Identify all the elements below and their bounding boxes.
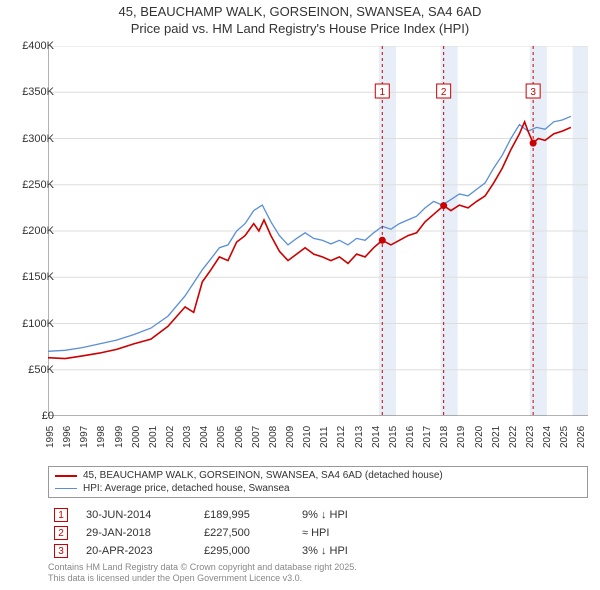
- y-tick-label: £400K: [10, 40, 54, 52]
- legend: 45, BEAUCHAMP WALK, GORSEINON, SWANSEA, …: [48, 466, 588, 498]
- legend-swatch: [55, 475, 77, 477]
- y-tick-label: £150K: [10, 271, 54, 283]
- marker-table: 1 30-JUN-2014 £189,995 9% ↓ HPI 2 29-JAN…: [48, 504, 588, 562]
- table-row: 2 29-JAN-2018 £227,500 ≈ HPI: [48, 526, 588, 540]
- table-row: 3 20-APR-2023 £295,000 3% ↓ HPI: [48, 544, 588, 558]
- chart-svg: 1 2 3: [48, 46, 588, 416]
- marker-date: 20-APR-2023: [86, 545, 186, 557]
- x-tick-label: 2022: [508, 426, 519, 448]
- title-line-1: 45, BEAUCHAMP WALK, GORSEINON, SWANSEA, …: [0, 4, 600, 21]
- x-tick-label: 2007: [251, 426, 262, 448]
- marker-price: £189,995: [204, 509, 284, 521]
- x-tick-label: 2023: [525, 426, 536, 448]
- marker-price: £295,000: [204, 545, 284, 557]
- x-tick-label: 2014: [371, 426, 382, 448]
- x-tick-label: 2020: [474, 426, 485, 448]
- svg-text:1: 1: [380, 87, 386, 98]
- x-tick-label: 2004: [199, 426, 210, 448]
- x-tick-label: 2026: [576, 426, 587, 448]
- x-tick-label: 2025: [559, 426, 570, 448]
- marker-delta: 3% ↓ HPI: [302, 545, 402, 557]
- x-tick-label: 2005: [216, 426, 227, 448]
- x-tick-label: 2024: [542, 426, 553, 448]
- x-tick-label: 2003: [182, 426, 193, 448]
- x-tick-label: 2019: [456, 426, 467, 448]
- x-tick-label: 2015: [388, 426, 399, 448]
- x-tick-label: 2002: [165, 426, 176, 448]
- footer: Contains HM Land Registry data © Crown c…: [48, 562, 588, 584]
- marker-badge: 1: [54, 508, 68, 522]
- y-tick-label: £0: [10, 410, 54, 422]
- svg-text:2: 2: [441, 87, 447, 98]
- table-row: 1 30-JUN-2014 £189,995 9% ↓ HPI: [48, 508, 588, 522]
- y-tick-label: £350K: [10, 86, 54, 98]
- legend-label: 45, BEAUCHAMP WALK, GORSEINON, SWANSEA, …: [83, 470, 443, 481]
- x-tick-label: 1995: [45, 426, 56, 448]
- x-tick-label: 2016: [405, 426, 416, 448]
- marker-delta: ≈ HPI: [302, 527, 402, 539]
- legend-label: HPI: Average price, detached house, Swan…: [83, 483, 290, 494]
- y-tick-label: £200K: [10, 225, 54, 237]
- marker-badge: 2: [54, 526, 68, 540]
- legend-item: HPI: Average price, detached house, Swan…: [55, 483, 581, 494]
- chart-container: 45, BEAUCHAMP WALK, GORSEINON, SWANSEA, …: [0, 0, 600, 590]
- x-tick-label: 1999: [114, 426, 125, 448]
- chart-plot-area: 1 2 3: [48, 46, 588, 416]
- footer-line-1: Contains HM Land Registry data © Crown c…: [48, 562, 588, 573]
- y-tick-label: £250K: [10, 179, 54, 191]
- x-tick-label: 1996: [62, 426, 73, 448]
- x-tick-label: 2009: [285, 426, 296, 448]
- x-tick-label: 2001: [148, 426, 159, 448]
- marker-date: 29-JAN-2018: [86, 527, 186, 539]
- x-tick-label: 2021: [491, 426, 502, 448]
- marker-price: £227,500: [204, 527, 284, 539]
- chart-title: 45, BEAUCHAMP WALK, GORSEINON, SWANSEA, …: [0, 0, 600, 38]
- x-tick-label: 2006: [234, 426, 245, 448]
- x-tick-label: 2018: [439, 426, 450, 448]
- footer-line-2: This data is licensed under the Open Gov…: [48, 573, 588, 584]
- x-tick-label: 2011: [319, 426, 330, 448]
- legend-swatch: [55, 488, 77, 489]
- x-tick-label: 1997: [79, 426, 90, 448]
- x-tick-label: 1998: [96, 426, 107, 448]
- x-tick-label: 2013: [354, 426, 365, 448]
- svg-text:3: 3: [530, 87, 536, 98]
- title-line-2: Price paid vs. HM Land Registry's House …: [0, 21, 600, 38]
- marker-date: 30-JUN-2014: [86, 509, 186, 521]
- marker-delta: 9% ↓ HPI: [302, 509, 402, 521]
- legend-item: 45, BEAUCHAMP WALK, GORSEINON, SWANSEA, …: [55, 470, 581, 481]
- marker-badge: 3: [54, 544, 68, 558]
- y-tick-label: £100K: [10, 318, 54, 330]
- x-tick-label: 2017: [422, 426, 433, 448]
- x-tick-label: 2012: [336, 426, 347, 448]
- x-tick-label: 2008: [268, 426, 279, 448]
- y-tick-label: £50K: [10, 364, 54, 376]
- x-tick-label: 2010: [302, 426, 313, 448]
- y-tick-label: £300K: [10, 133, 54, 145]
- x-tick-label: 2000: [131, 426, 142, 448]
